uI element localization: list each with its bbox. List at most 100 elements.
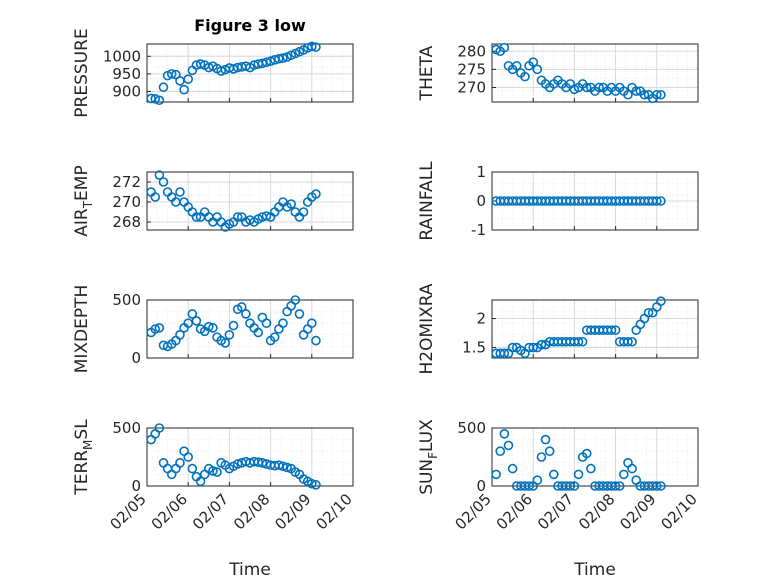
data-point xyxy=(573,469,584,480)
data-point xyxy=(298,207,309,217)
data-point xyxy=(290,295,301,305)
y-tick-label: 268 xyxy=(112,213,141,231)
data-point xyxy=(631,86,642,96)
data-point xyxy=(656,196,666,206)
x-tick-label: 02/05 xyxy=(452,490,495,533)
y-tick-label: 500 xyxy=(457,419,486,437)
data-point xyxy=(274,460,284,470)
data-point xyxy=(175,187,185,197)
x-tick-label: 02/09 xyxy=(271,490,314,533)
data-point xyxy=(306,478,317,489)
data-point xyxy=(540,434,551,445)
x-tick-label: 02/07 xyxy=(534,490,577,533)
data-point xyxy=(183,318,193,329)
data-point xyxy=(236,302,247,312)
data-point xyxy=(586,463,596,474)
y-tick-label: 272 xyxy=(112,173,141,191)
y-tick-label: 0 xyxy=(131,477,141,495)
data-point xyxy=(651,89,662,100)
y-axis-label: PRESSURE xyxy=(72,28,92,117)
data-point xyxy=(532,475,543,486)
data-point xyxy=(306,318,317,329)
y-tick-label: 2 xyxy=(476,310,486,328)
data-point xyxy=(150,94,161,104)
data-point xyxy=(212,467,222,477)
data-point xyxy=(216,66,226,76)
x-tick-label: 02/10 xyxy=(313,490,356,533)
plot-area xyxy=(147,44,353,102)
panel-mixdepth: 0 500 MIXDEPTH xyxy=(72,285,354,374)
data-point xyxy=(511,60,522,71)
axes-box xyxy=(146,171,354,231)
data-point xyxy=(627,336,637,347)
y-axis-label: TERRMSL xyxy=(72,419,95,496)
data-point xyxy=(187,309,198,319)
data-point xyxy=(544,446,555,457)
y-axis-label: SUNFLUX xyxy=(417,419,440,495)
x-tick-label: 02/06 xyxy=(493,490,536,533)
data-point xyxy=(150,192,161,202)
axes-box xyxy=(491,43,699,103)
y-tick-label: 0 xyxy=(476,192,486,210)
data-point xyxy=(208,323,218,333)
data-point xyxy=(614,481,625,491)
axes-box xyxy=(146,43,354,103)
y-tick-label: 1000 xyxy=(103,47,141,65)
data-point xyxy=(594,82,604,93)
data-point xyxy=(623,89,633,100)
panel-rainfall: -1 0 1 RAINFALL xyxy=(417,161,699,241)
data-point xyxy=(606,325,617,335)
data-point xyxy=(282,462,292,473)
data-point xyxy=(265,56,276,67)
data-point xyxy=(503,440,514,451)
y-axis-label: MIXDEPTH xyxy=(72,285,92,374)
data-point xyxy=(639,89,650,100)
data-point xyxy=(495,446,506,457)
data-point xyxy=(499,428,510,439)
data-point xyxy=(150,324,161,334)
data-point xyxy=(643,307,654,318)
data-point xyxy=(656,481,666,491)
y-tick-label: 950 xyxy=(112,65,141,83)
data-point xyxy=(278,461,288,472)
data-point xyxy=(228,320,239,331)
y-tick-label: 900 xyxy=(112,82,141,100)
x-tick-label: 02/08 xyxy=(575,490,618,533)
data-point xyxy=(656,296,666,306)
y-tick-label: 0 xyxy=(131,349,141,367)
y-tick-label: 280 xyxy=(457,42,486,60)
data-point xyxy=(208,466,218,476)
data-point xyxy=(278,318,288,329)
data-point xyxy=(573,336,584,347)
data-point xyxy=(187,463,198,474)
data-point xyxy=(278,53,288,63)
data-point xyxy=(306,41,317,52)
data-point xyxy=(269,332,280,342)
data-point xyxy=(158,82,169,93)
y-tick-label: 500 xyxy=(112,419,141,437)
data-point xyxy=(610,325,621,335)
panel-air-temp: 268 270 272 AIRTEMP xyxy=(72,165,354,237)
data-point xyxy=(195,59,206,69)
data-point xyxy=(154,95,165,106)
data-point xyxy=(191,316,202,326)
x-tick-label: 02/06 xyxy=(148,490,191,533)
data-point xyxy=(532,64,543,75)
y-tick-label: 500 xyxy=(112,291,141,309)
data-point xyxy=(491,469,501,480)
data-point xyxy=(311,480,321,490)
data-point xyxy=(520,71,530,82)
data-point xyxy=(232,212,243,222)
data-point xyxy=(656,89,666,100)
data-point xyxy=(261,211,272,221)
data-point xyxy=(195,476,206,487)
data-point xyxy=(286,199,297,209)
data-point xyxy=(651,196,662,206)
plot-area xyxy=(492,428,698,486)
data-point xyxy=(627,463,637,474)
data-point xyxy=(651,481,662,491)
data-point xyxy=(528,342,539,353)
